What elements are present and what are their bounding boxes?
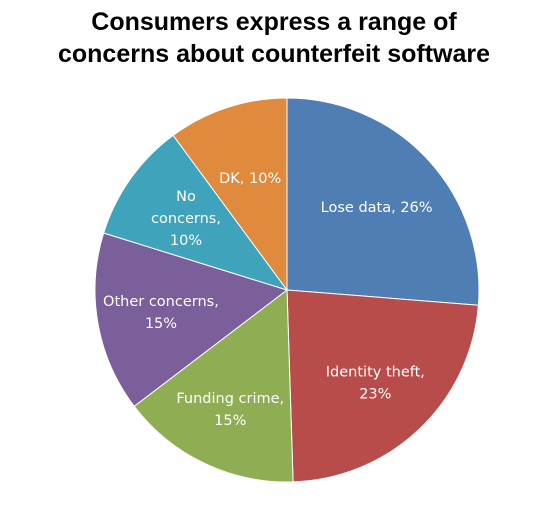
chart-title: Consumers express a range of concerns ab… xyxy=(0,6,548,70)
pie-label-other-concerns: Other concerns, 15% xyxy=(103,294,219,332)
chart-title-line-1: Consumers express a range of xyxy=(91,8,457,36)
pie-label-funding-crime: Funding crime, 15% xyxy=(176,391,284,429)
chart-title-line-2: concerns about counterfeit software xyxy=(57,40,491,68)
pie-label-identity-theft: Identity theft, 23% xyxy=(326,365,425,403)
pie-label-no-concerns: No concerns, 10% xyxy=(151,189,221,249)
pie-slice-lose-data xyxy=(286,97,480,306)
pie-slices xyxy=(94,97,480,483)
pie-slice-dk xyxy=(172,97,288,292)
pie-slice-no-concerns xyxy=(103,134,289,291)
pie-label-dk: DK, 10% xyxy=(219,171,281,187)
pie-labels: Lose data, 26% Identity theft, 23% Funding … xyxy=(103,171,433,429)
pie-slice-other-concerns xyxy=(94,232,289,407)
pie-slice-funding-crime xyxy=(133,289,294,483)
pie-label-lose-data: Lose data, 26% xyxy=(321,200,433,216)
pie-slice-identity-theft xyxy=(286,289,479,483)
